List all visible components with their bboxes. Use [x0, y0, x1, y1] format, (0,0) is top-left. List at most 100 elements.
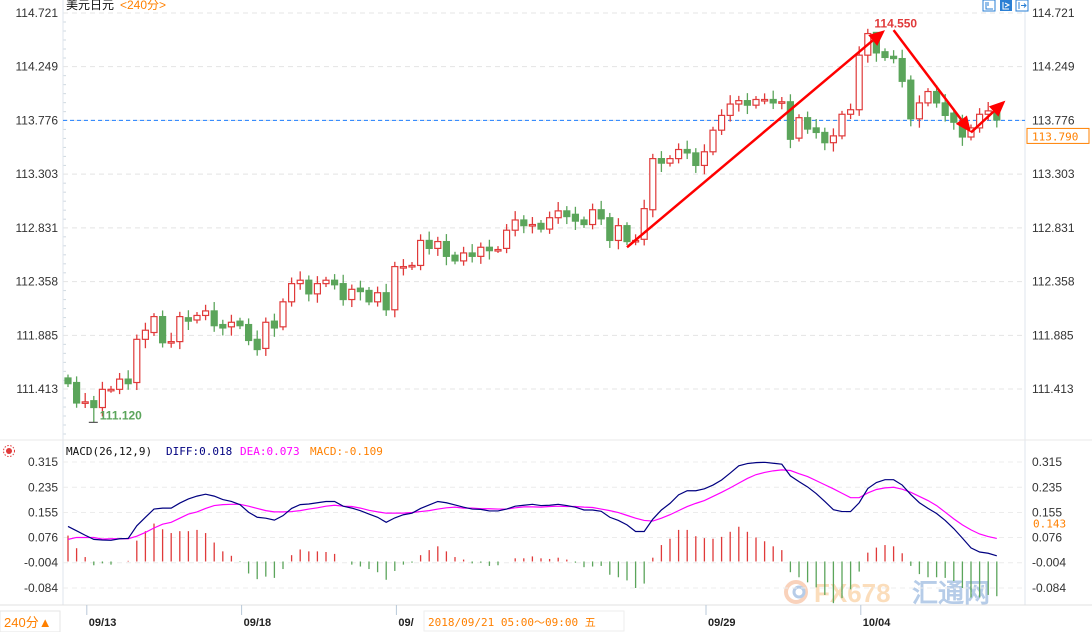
candle-down: [184, 310, 192, 331]
candle-body: [666, 158, 674, 164]
candle-up: [649, 153, 657, 218]
time-tick-label: 10/04: [863, 617, 891, 629]
candle-up: [846, 103, 855, 120]
candle-body: [460, 252, 468, 262]
candle-body: [554, 210, 562, 219]
arrow-shaft: [892, 29, 963, 121]
candle-body: [726, 103, 734, 117]
candle-body: [408, 264, 416, 268]
candle-body: [399, 265, 407, 269]
y-tick-label: 113.303: [1032, 167, 1075, 181]
candle-body: [640, 208, 648, 240]
macd-indicator: [67, 461, 998, 604]
candle-down: [236, 317, 244, 330]
candle-up: [477, 242, 485, 264]
time-tick-label: 09/: [398, 617, 413, 629]
candle-up: [227, 314, 235, 336]
candle-body: [821, 131, 829, 144]
candle-up: [176, 311, 184, 350]
candle-down: [253, 330, 261, 356]
candle-body: [98, 388, 107, 409]
macd-diff-value: DIFF:0.018: [166, 445, 232, 458]
trend-arrow: [970, 100, 1006, 134]
candle-body: [90, 400, 98, 409]
candle-up: [760, 93, 769, 105]
candle-body: [838, 113, 846, 137]
candle-body: [657, 158, 666, 164]
candle-body: [322, 279, 330, 285]
candle-body: [606, 217, 614, 242]
candle-down: [64, 374, 72, 388]
dea-line: [67, 469, 997, 540]
candle-body: [503, 229, 511, 249]
candle-body: [803, 117, 812, 130]
candle-body: [227, 321, 235, 328]
zoom-range-icon[interactable]: [982, 0, 996, 12]
candle-body: [159, 315, 167, 344]
candle-body: [245, 323, 253, 342]
candle-body: [236, 320, 244, 327]
candle-body: [597, 209, 605, 220]
candle-body: [72, 381, 81, 404]
candle-down: [692, 148, 700, 173]
time-tick-label: 09/29: [708, 617, 736, 629]
exit-icon[interactable]: [1015, 0, 1029, 12]
candle-up: [588, 203, 597, 230]
candle-up: [202, 304, 210, 321]
candle-up: [115, 372, 124, 395]
macd-tick-label: 0.315: [1032, 455, 1062, 469]
y-tick-label: 114.721: [1032, 6, 1075, 20]
period-button-label: 240分▲: [4, 615, 52, 630]
arrow-shaft: [970, 110, 995, 134]
candle-down: [597, 200, 605, 225]
candle-body: [881, 51, 889, 59]
macd-tick-label: 0.235: [1032, 480, 1062, 494]
candle-body: [537, 222, 545, 230]
candle-up: [709, 126, 717, 156]
candle-body: [202, 310, 210, 317]
candle-body: [468, 252, 476, 257]
y-tick-label: 112.831: [1032, 221, 1075, 235]
y-tick-label: 112.831: [16, 221, 59, 235]
candle-up: [141, 322, 149, 349]
candle-down: [365, 287, 373, 306]
candle-body: [313, 283, 321, 295]
candle-up: [98, 381, 107, 417]
candle-down: [270, 313, 278, 337]
candle-body: [107, 388, 115, 392]
crosshair-time-tooltip: 2018/09/21 05:00～09:00 五: [423, 610, 625, 632]
candle-body: [649, 158, 657, 211]
macd-dea-value: DEA:0.073: [240, 445, 300, 458]
macd-settings-icon[interactable]: [3, 445, 15, 457]
candle-body: [253, 338, 261, 351]
candle-up: [855, 46, 863, 116]
period-button[interactable]: 240分▲: [0, 610, 61, 632]
candle-up: [700, 144, 709, 175]
candle-body: [580, 219, 588, 226]
candle-body: [683, 148, 691, 154]
candle-body: [270, 320, 278, 329]
candle-body: [176, 315, 184, 343]
candle-body: [64, 377, 72, 385]
candle-body: [743, 100, 752, 106]
candle-up: [460, 246, 468, 266]
period-label: <240分>: [120, 0, 166, 12]
candle-body: [124, 378, 132, 385]
candle-body: [210, 310, 218, 327]
last-price-marker: 113.790: [1026, 127, 1090, 144]
candle-up: [554, 202, 562, 224]
candle-body: [528, 223, 537, 227]
y-tick-label: 112.358: [1032, 275, 1075, 289]
draw-tool-icon[interactable]: [1000, 0, 1012, 11]
macd-tick-label: -0.004: [1032, 556, 1066, 570]
y-axis-right: 114.721 114.249 113.776 113.303 112.831 112.3…: [1032, 6, 1075, 396]
macd-right-marker: 0.143: [1033, 517, 1066, 530]
candle-up: [528, 217, 537, 234]
candle-down: [520, 215, 528, 234]
candle-body: [417, 239, 425, 267]
candle-body: [545, 217, 554, 230]
candle-up: [666, 155, 674, 167]
candle-up: [374, 286, 382, 307]
candle-down: [881, 48, 889, 61]
